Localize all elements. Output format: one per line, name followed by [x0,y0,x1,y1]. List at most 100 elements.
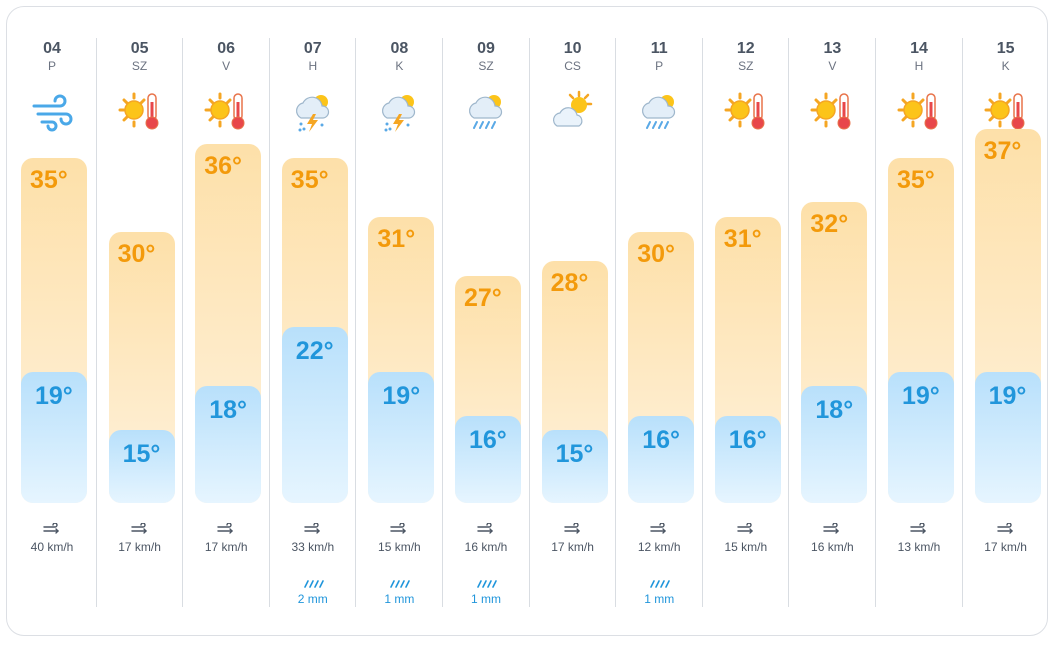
day-column[interactable]: 15 K 37° 19° 17 km/h [961,38,1049,607]
sun-rain-icon [637,90,681,134]
high-temp: 36° [204,151,242,180]
high-temp: 35° [290,166,329,195]
rain-icon [616,575,702,593]
sun-hot-icon [810,90,854,134]
day-weekday: H [308,59,318,73]
rain-amount: 1 mm [471,592,501,606]
high-temp: 35° [30,166,68,195]
day-date: 07 [303,40,322,57]
wind-icon [530,522,616,540]
day-weekday: P [655,59,664,73]
wind-icon [30,90,74,134]
day-date: 08 [390,40,409,57]
low-temp-bar: 19° [888,371,954,503]
low-temp-bar: 18° [801,386,868,503]
wind-icon [443,522,529,540]
day-column[interactable]: 12 SZ 31° 16° 15 km/h [701,38,789,607]
low-temp-bar: 16° [714,415,781,503]
wind-speed: 15 km/h [724,540,768,554]
wind-speed: 17 km/h [984,540,1027,554]
day-date: 06 [217,40,236,57]
day-weekday: K [395,59,404,73]
low-temp: 22° [295,337,334,366]
high-temp: 37° [983,136,1022,165]
rain-amount: 2 mm [297,592,328,606]
low-temp: 19° [382,381,421,410]
day-weekday: SZ [131,59,148,73]
day-date: 14 [910,40,928,57]
day-date: 15 [996,40,1015,57]
wind-speed: 40 km/h [30,540,74,554]
high-temp: 27° [464,283,502,312]
day-weekday: SZ [738,59,754,73]
thunderstorm-icon [377,90,421,134]
low-temp-bar: 16° [628,415,695,503]
sun-rain-icon [464,90,508,134]
sun-hot-icon [897,90,941,134]
day-date: 10 [563,40,582,57]
day-weekday: CS [564,59,581,73]
day-date: 04 [43,40,61,57]
wind-speed: 15 km/h [378,540,421,554]
low-temp-bar: 15° [541,430,608,503]
low-temp: 18° [209,396,247,425]
sun-hot-icon [724,90,768,134]
wind-icon [270,522,356,540]
wind-icon [789,522,875,540]
wind-speed: 33 km/h [291,540,335,554]
low-temp: 15° [555,440,594,469]
day-column[interactable]: 08 K 31° 19° 15 km/h 1 mm [355,38,442,607]
low-temp: 15° [122,440,161,469]
low-temp-bar: 19° [21,371,87,503]
wind-speed: 16 km/h [464,540,508,554]
day-column[interactable]: 05 SZ 30° 15° 17 km/h [95,38,183,607]
day-date: 11 [650,40,668,57]
rain-icon [443,575,529,593]
rain-icon [270,575,356,593]
low-temp: 19° [988,381,1027,410]
day-column[interactable]: 06 V 36° 18° 17 km/h [182,38,269,607]
day-date: 13 [823,40,842,57]
low-temp-bar: 22° [281,327,348,503]
day-date: 09 [477,40,495,57]
partly-cloudy-icon [551,90,595,134]
day-column[interactable]: 07 H 35° 22° 33 km/h 2 mm [268,38,356,607]
high-temp: 28° [550,269,589,298]
day-column[interactable]: 10 CS 28° 15° 17 km/h [528,38,616,607]
wind-icon [963,522,1049,540]
low-temp: 16° [728,425,767,454]
high-temp: 31° [723,225,762,254]
wind-icon [703,522,789,540]
wind-speed: 13 km/h [897,540,941,554]
wind-icon [876,522,962,540]
low-temp-bar: 16° [455,415,521,503]
day-column[interactable]: 14 H 35° 19° 13 km/h [875,38,962,607]
wind-icon [616,522,702,540]
rain-icon [356,575,442,593]
day-column[interactable]: 04 P 35° 19° 40 km/h [9,38,95,607]
wind-speed: 17 km/h [118,540,161,554]
day-weekday: H [914,59,924,73]
sun-hot-icon [204,90,248,134]
day-weekday: V [222,59,231,73]
rain-amount: 1 mm [384,592,415,606]
high-temp: 32° [810,210,849,239]
sun-hot-icon [118,90,162,134]
low-temp: 19° [35,381,73,410]
wind-speed: 17 km/h [204,540,248,554]
low-temp-bar: 19° [368,371,435,503]
high-temp: 30° [117,239,156,268]
thunderstorm-icon [291,90,335,134]
day-date: 05 [130,40,149,57]
low-temp: 18° [815,396,854,425]
day-column[interactable]: 13 V 32° 18° 16 km/h [788,38,875,607]
sun-hot-icon [984,90,1028,134]
high-temp: 31° [377,225,416,254]
low-temp: 16° [642,425,680,454]
wind-speed: 17 km/h [551,540,594,554]
day-weekday: P [47,59,56,73]
day-weekday: SZ [478,59,494,73]
rain-amount: 1 mm [644,592,675,606]
day-column[interactable]: 11 P 30° 16° 12 km/h 1 mm [615,38,702,607]
day-column[interactable]: 09 SZ 27° 16° 16 km/h 1 mm [442,38,529,607]
